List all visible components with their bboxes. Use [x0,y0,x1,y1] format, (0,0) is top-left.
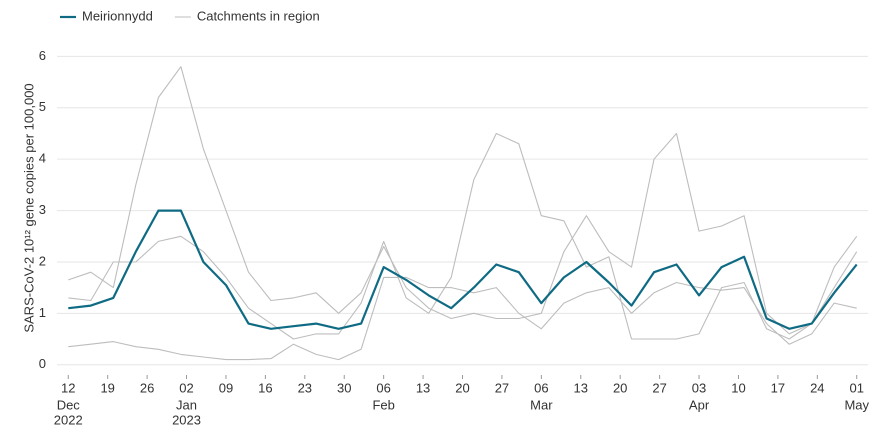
series-line [68,209,858,330]
x-tick-label: 01 [850,380,864,395]
y-tick-label: 1 [39,305,46,320]
x-month-label: Dec [57,397,81,412]
x-tick-label: 12 [61,380,75,395]
series-line [68,132,858,340]
y-axis-label: SARS-CoV-2 10¹² gene copies per 100,000 [21,83,36,332]
x-tick-label: 09 [219,380,233,395]
x-tick-label: 26 [140,380,154,395]
x-year-label: 2022 [54,412,83,427]
legend-label: Meirionnydd [82,8,153,23]
series-line [68,66,858,335]
x-tick-label: 06 [534,380,548,395]
x-tick-label: 02 [179,380,193,395]
y-tick-label: 3 [39,202,46,217]
legend-label: Catchments in region [197,8,320,23]
x-month-label: May [844,397,869,412]
y-tick-label: 4 [39,151,46,166]
x-tick-label: 24 [810,380,824,395]
x-month-label: Apr [689,397,710,412]
x-tick-label: 23 [298,380,312,395]
x-tick-label: 17 [771,380,785,395]
x-tick-label: 27 [495,380,509,395]
x-tick-label: 16 [258,380,272,395]
y-tick-label: 2 [39,253,46,268]
y-tick-label: 5 [39,99,46,114]
x-tick-label: 13 [416,380,430,395]
x-month-label: Mar [530,397,553,412]
x-year-label: 2023 [172,412,201,427]
x-month-label: Feb [372,397,394,412]
x-tick-label: 03 [692,380,706,395]
x-tick-label: 30 [337,380,351,395]
x-tick-label: 27 [652,380,666,395]
x-tick-label: 13 [574,380,588,395]
y-tick-label: 0 [39,356,46,371]
x-month-label: Jan [176,397,197,412]
x-tick-label: 19 [100,380,114,395]
y-tick-label: 6 [39,48,46,63]
x-tick-label: 06 [376,380,390,395]
x-tick-label: 10 [731,380,745,395]
series-line [68,276,857,361]
x-tick-label: 20 [613,380,627,395]
x-tick-label: 20 [455,380,469,395]
